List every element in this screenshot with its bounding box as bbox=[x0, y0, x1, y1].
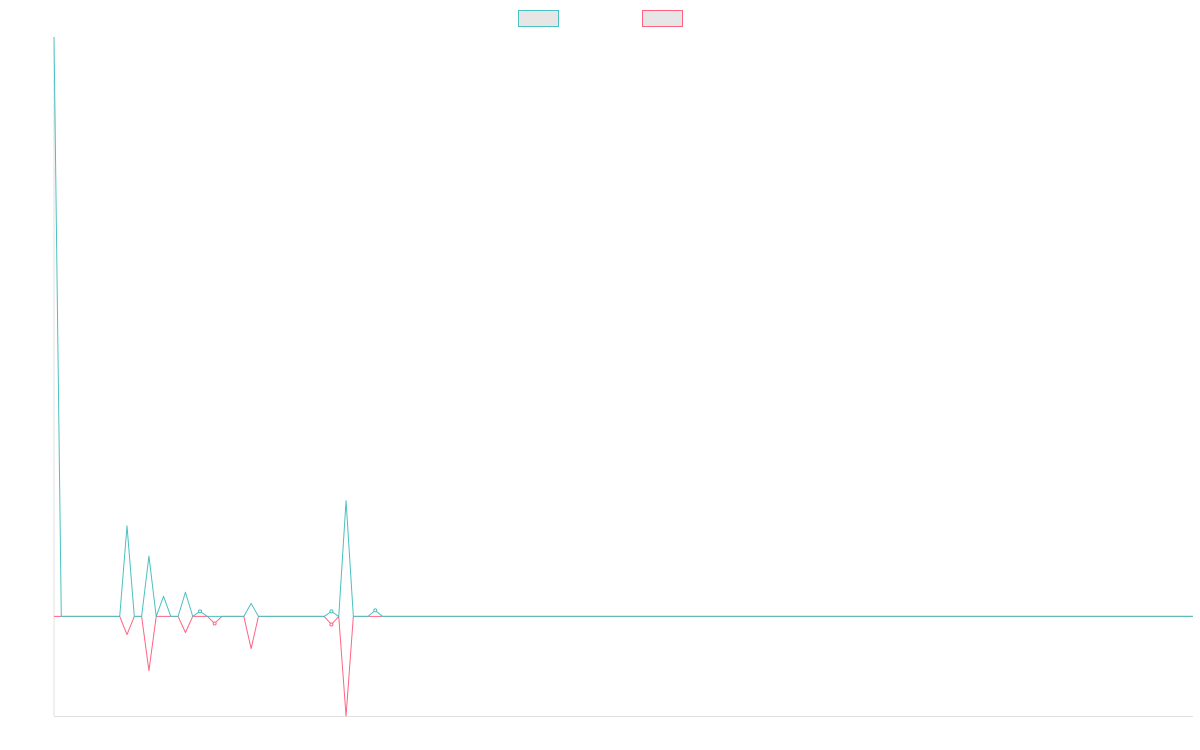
series-line bbox=[54, 615, 1193, 717]
chart-series-layer bbox=[53, 36, 1193, 717]
series-line bbox=[53, 36, 1193, 617]
legend-item-0[interactable] bbox=[518, 10, 559, 27]
series-1 bbox=[54, 615, 1193, 717]
chart-legend[interactable] bbox=[518, 10, 683, 27]
data-point[interactable] bbox=[329, 622, 334, 627]
data-point[interactable] bbox=[329, 609, 334, 614]
data-point[interactable] bbox=[198, 609, 203, 614]
series-0 bbox=[53, 36, 1193, 617]
legend-item-1[interactable] bbox=[642, 10, 683, 27]
legend-swatch bbox=[518, 10, 559, 27]
chart-axes bbox=[53, 37, 1193, 717]
data-point[interactable] bbox=[373, 608, 378, 613]
data-point[interactable] bbox=[212, 621, 217, 626]
legend-swatch bbox=[642, 10, 683, 27]
